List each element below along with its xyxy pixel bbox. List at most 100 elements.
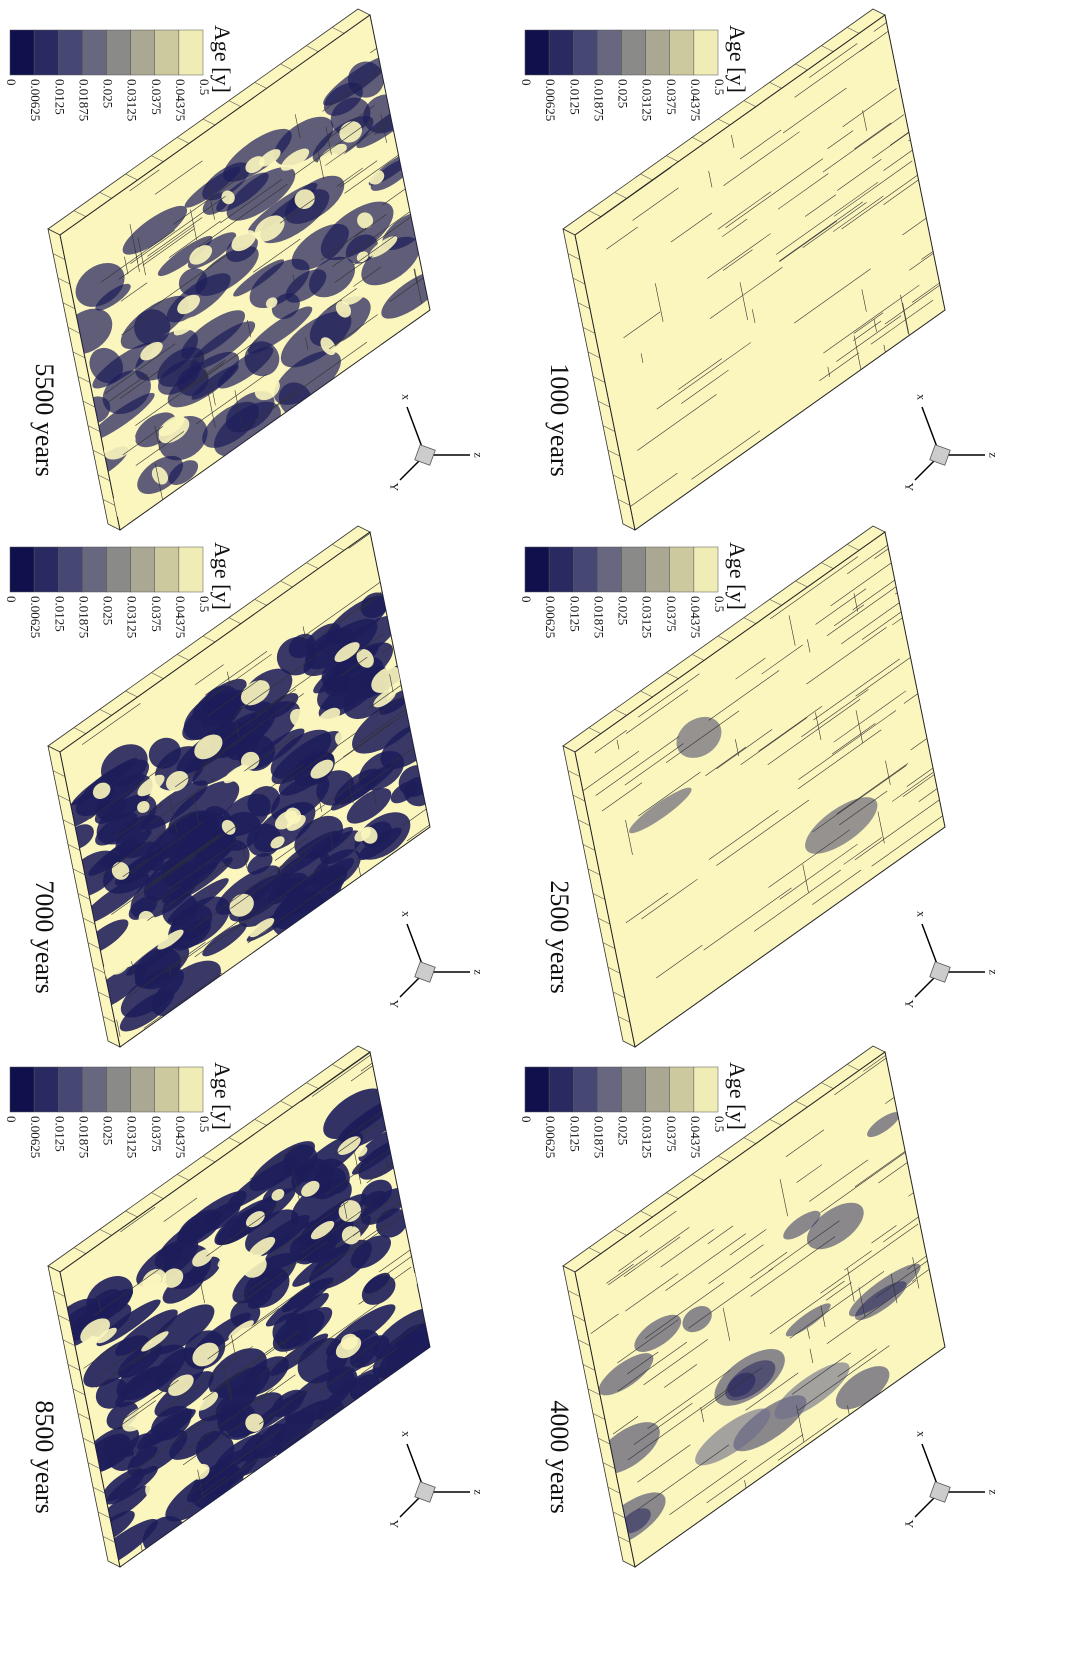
side-division <box>692 137 705 144</box>
legend-swatch <box>154 1066 180 1113</box>
legend-tick-label: 0 <box>4 596 19 603</box>
side-division <box>743 617 756 624</box>
fracture <box>769 1280 845 1335</box>
fracture <box>841 173 920 230</box>
fracture <box>308 1258 336 1278</box>
fracture <box>210 381 216 406</box>
side-division <box>592 1413 606 1420</box>
fresh-region <box>130 296 145 310</box>
age-region <box>233 259 285 297</box>
fracture <box>837 1349 877 1378</box>
fracture <box>789 1271 885 1339</box>
fracture <box>640 353 644 363</box>
age-region <box>135 329 198 381</box>
legend-swatch <box>621 1066 646 1113</box>
legend-swatch <box>548 1066 574 1113</box>
fracture <box>669 1459 747 1515</box>
axis-label: z <box>986 452 1000 457</box>
fracture <box>129 169 160 192</box>
fresh-region <box>335 301 352 318</box>
fracture <box>381 597 430 654</box>
fracture <box>273 341 368 409</box>
side-division <box>228 1137 241 1144</box>
fracture <box>779 843 858 900</box>
side-division <box>640 1210 653 1218</box>
fracture <box>282 1397 354 1448</box>
legend-swatch <box>82 29 107 76</box>
age-region <box>75 262 125 307</box>
fracture <box>131 961 136 980</box>
fracture <box>716 729 773 770</box>
side-division <box>617 1016 631 1023</box>
legend-tick-label: 0.0375 <box>664 596 679 632</box>
legend-swatch <box>9 1066 35 1113</box>
time-label: 8500 years <box>30 1400 59 1513</box>
fracture <box>347 773 354 804</box>
side-division <box>743 100 756 107</box>
legend-swatch <box>9 29 35 76</box>
fracture <box>115 804 164 839</box>
fracture <box>826 1282 852 1301</box>
side-division <box>577 1339 591 1347</box>
fracture <box>823 284 920 354</box>
fresh-region <box>158 415 185 437</box>
legend-swatch <box>645 29 670 76</box>
legend-tick-label: 0.03125 <box>640 596 655 638</box>
legend-tick-label: 0.03125 <box>640 79 655 121</box>
side-division <box>202 635 216 643</box>
fresh-region <box>248 1236 276 1258</box>
fresh-region <box>289 708 308 728</box>
fracture <box>758 706 823 752</box>
side-division <box>125 1210 138 1218</box>
age-region <box>144 1409 196 1448</box>
fracture <box>717 191 771 230</box>
fracture <box>722 249 753 271</box>
age-region <box>695 1408 771 1466</box>
axis-label: x <box>399 1431 413 1437</box>
fracture <box>204 650 268 696</box>
fracture <box>678 358 723 390</box>
fracture <box>230 853 309 909</box>
fresh-region <box>162 1268 184 1288</box>
fracture <box>776 181 879 255</box>
side-division <box>692 654 705 661</box>
fracture <box>207 676 264 717</box>
age-region <box>598 1353 654 1396</box>
axis-label: x <box>399 911 413 917</box>
fracture <box>319 1362 359 1391</box>
fracture <box>366 1163 394 1184</box>
fracture <box>777 173 829 210</box>
fracture <box>616 739 620 750</box>
legend-tick-label: 0.0375 <box>664 79 679 115</box>
fresh-region <box>310 1220 335 1240</box>
fracture <box>820 1147 912 1213</box>
legend-swatch <box>178 29 204 76</box>
legend-title: Age [y] <box>210 1062 235 1130</box>
legend-tick-label: 0.5 <box>197 1116 212 1132</box>
side-division <box>102 499 116 506</box>
fracture <box>665 1233 746 1291</box>
side-division <box>717 635 731 643</box>
age-region <box>284 1369 355 1426</box>
side-division <box>597 917 611 925</box>
fracture <box>902 303 911 339</box>
fracture <box>198 183 288 248</box>
axis-cube <box>414 444 436 466</box>
side-division <box>607 449 621 457</box>
fracture <box>625 892 669 924</box>
fracture <box>235 652 322 714</box>
fracture <box>269 1200 349 1258</box>
fresh-region <box>177 294 200 315</box>
legend-tick-label: 0.00625 <box>28 79 43 121</box>
fresh-region <box>354 827 371 842</box>
side-division <box>769 599 782 606</box>
fresh-region <box>141 1331 169 1352</box>
fracture <box>179 1388 273 1455</box>
side-division <box>587 868 601 876</box>
age-region <box>181 310 246 360</box>
fracture <box>623 1236 681 1277</box>
fracture <box>843 837 883 865</box>
fracture <box>779 1179 788 1217</box>
axis-label: z <box>986 969 1000 974</box>
side-division <box>587 1388 601 1396</box>
